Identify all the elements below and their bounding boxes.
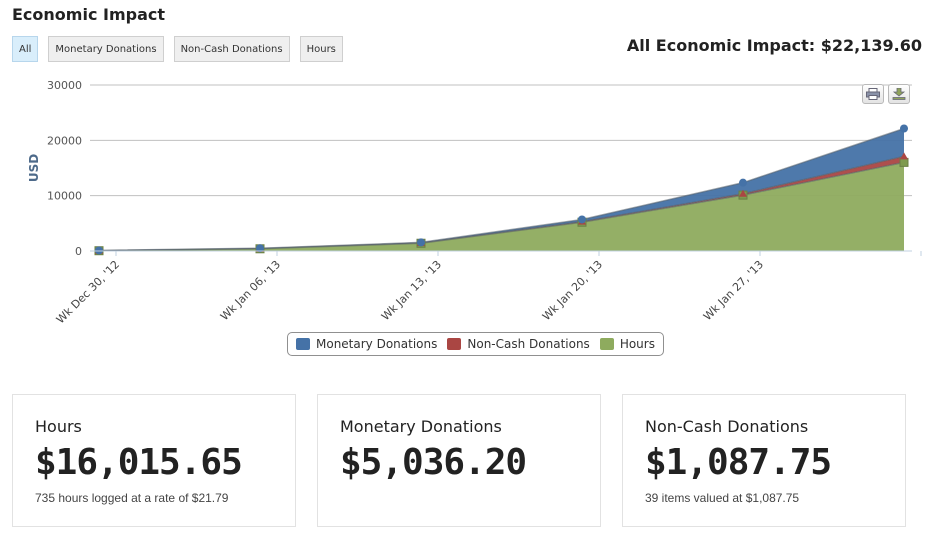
legend-label: Non-Cash Donations — [467, 337, 590, 351]
area-monetary-donations — [99, 128, 904, 251]
economic-impact-chart: 0 10000 20000 30000 USD Wk Dec 30, '12 Wk Jan … — [0, 70, 932, 370]
x-tick-label: Wk Jan 13, '13 — [379, 258, 444, 323]
point-monetary-donations — [578, 215, 586, 224]
point-non-cash-donations — [739, 189, 747, 197]
x-tick-label: Wk Jan 06, '13 — [218, 258, 283, 323]
y-tick-label: 0 — [75, 245, 82, 258]
legend-label: Monetary Donations — [316, 337, 438, 351]
legend-item-non-cash-donations[interactable]: Non-Cash Donations — [447, 337, 590, 351]
total-economic-impact: All Economic Impact: $22,139.60 — [626, 36, 922, 55]
card-caption: 39 items valued at $1,087.75 — [645, 491, 800, 505]
area-hours — [99, 162, 904, 251]
export-chart-button[interactable] — [888, 84, 910, 104]
card-value: $16,015.65 — [35, 442, 243, 483]
card-caption: 735 hours logged at a rate of $21.79 — [35, 491, 229, 505]
y-axis-title: USD — [27, 154, 41, 182]
x-tick-label: Wk Dec 30, '12 — [54, 258, 122, 326]
y-tick-label: 30000 — [47, 79, 82, 92]
printer-icon — [866, 88, 880, 100]
monetary-donations-card: Monetary Donations $5,036.20 — [317, 394, 601, 527]
filter-hours-button[interactable]: Hours — [299, 36, 343, 62]
point-monetary-donations — [739, 178, 747, 187]
chart-legend: Monetary Donations Non-Cash Donations Ho… — [287, 332, 664, 356]
download-icon — [892, 88, 906, 100]
legend-item-hours[interactable]: Hours — [599, 337, 655, 351]
filter-monetary-donations-button[interactable]: Monetary Donations — [48, 36, 164, 62]
point-monetary-donations — [256, 244, 264, 253]
card-value: $5,036.20 — [340, 442, 527, 483]
x-tick-label: Wk Jan 20, '13 — [540, 258, 605, 323]
card-title: Monetary Donations — [340, 417, 502, 436]
y-tick-label: 20000 — [47, 134, 82, 147]
point-monetary-donations — [417, 238, 425, 247]
page-title: Economic Impact — [12, 5, 166, 24]
hours-card: Hours $16,015.65 735 hours logged at a r… — [12, 394, 296, 527]
print-chart-button[interactable] — [862, 84, 884, 104]
legend-swatch — [447, 338, 462, 350]
card-value: $1,087.75 — [645, 442, 832, 483]
card-title: Non-Cash Donations — [645, 417, 809, 436]
legend-label: Hours — [619, 337, 655, 351]
non-cash-donations-card: Non-Cash Donations $1,087.75 39 items va… — [622, 394, 906, 527]
point-monetary-donations — [900, 124, 908, 133]
filter-non-cash-donations-button[interactable]: Non-Cash Donations — [173, 36, 290, 62]
legend-swatch — [599, 338, 614, 350]
x-tick-label: Wk Jan 27, '13 — [701, 258, 766, 323]
point-hours — [899, 157, 909, 167]
y-tick-label: 10000 — [47, 190, 82, 203]
chart-svg: 0 10000 20000 30000 USD Wk Dec 30, '12 Wk Jan … — [27, 79, 922, 326]
point-non-cash-donations — [900, 152, 908, 160]
filter-all-button[interactable]: All — [12, 36, 39, 62]
line-hours — [98, 161, 905, 252]
card-title: Hours — [35, 417, 82, 436]
legend-item-monetary-donations[interactable]: Monetary Donations — [296, 337, 437, 351]
filter-bar: All Monetary Donations Non-Cash Donation… — [12, 36, 343, 62]
point-monetary-donations — [95, 246, 103, 255]
legend-swatch — [296, 338, 310, 350]
